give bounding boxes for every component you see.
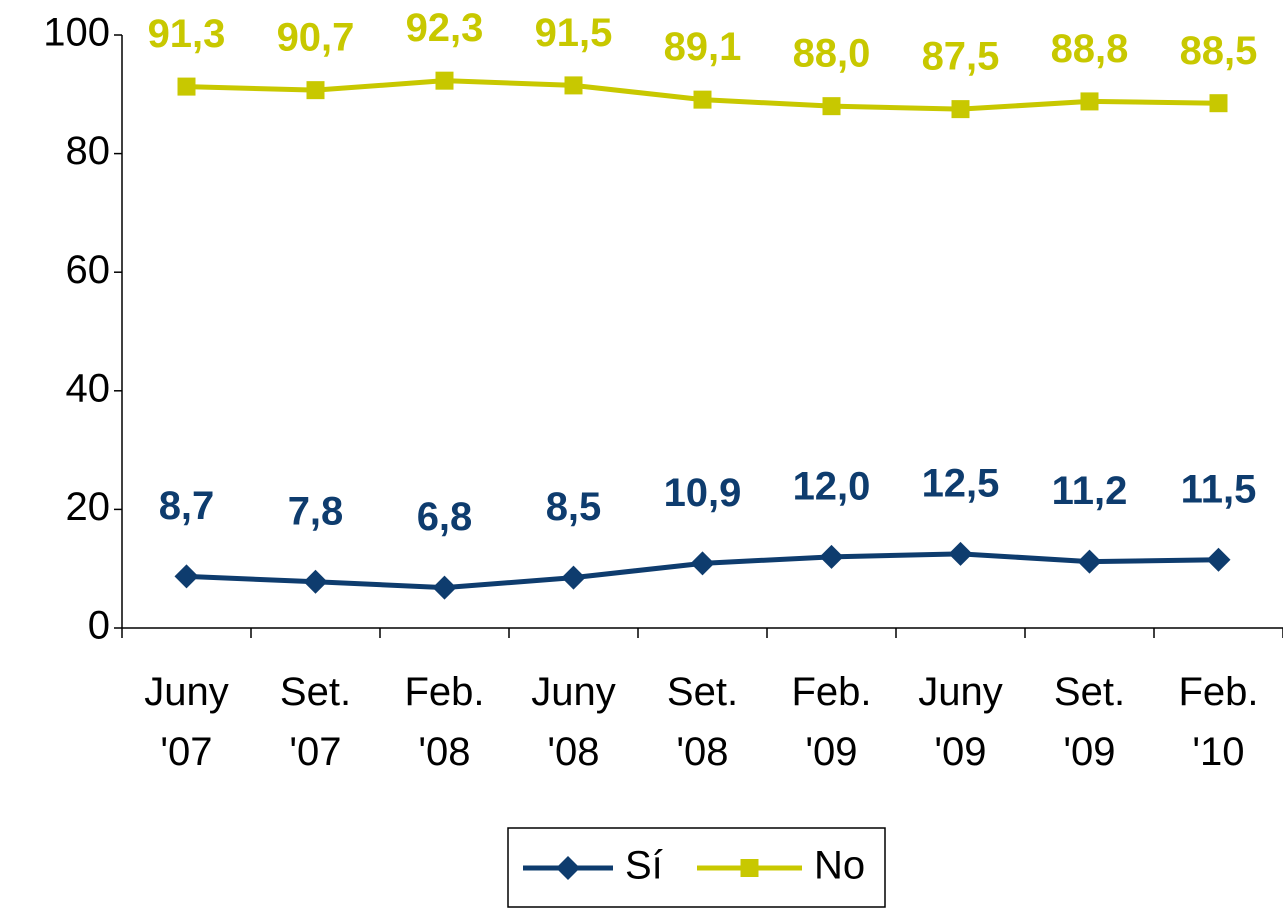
y-tick-label: 80 xyxy=(66,129,111,173)
marker xyxy=(564,76,583,95)
y-tick-label: 40 xyxy=(66,366,111,410)
value-label: 8,7 xyxy=(159,484,215,528)
x-tick-label: Juny '08 xyxy=(531,670,616,774)
marker xyxy=(1206,547,1231,572)
marker xyxy=(740,859,759,877)
value-label: 88,5 xyxy=(1180,29,1258,73)
marker xyxy=(432,575,457,600)
marker xyxy=(306,81,325,100)
value-label: 92,3 xyxy=(406,6,484,50)
marker xyxy=(948,541,973,566)
y-tick-label: 60 xyxy=(66,248,111,292)
y-tick-label: 0 xyxy=(88,604,110,648)
marker xyxy=(1209,94,1228,113)
value-label: 90,7 xyxy=(277,16,355,60)
marker xyxy=(561,565,586,590)
value-label: 7,8 xyxy=(288,489,344,533)
value-label: 12,5 xyxy=(922,461,1000,505)
marker xyxy=(177,77,196,96)
value-label: 91,5 xyxy=(535,11,613,55)
marker xyxy=(1077,549,1102,574)
marker xyxy=(435,71,454,90)
x-tick-label: Set. '09 xyxy=(1054,670,1125,774)
marker xyxy=(822,97,841,116)
x-tick-label: Set. '08 xyxy=(667,670,738,774)
value-label: 12,0 xyxy=(793,464,871,508)
value-label: 91,3 xyxy=(148,12,226,56)
marker xyxy=(1080,92,1099,111)
value-label: 10,9 xyxy=(664,471,742,515)
value-label: 8,5 xyxy=(546,485,602,529)
x-tick-label: Feb. '08 xyxy=(404,670,484,774)
x-tick-label: Feb. '10 xyxy=(1178,670,1258,774)
marker xyxy=(303,569,328,594)
legend-label: No xyxy=(814,844,865,888)
value-label: 6,8 xyxy=(417,495,473,539)
marker xyxy=(174,564,199,589)
value-label: 11,2 xyxy=(1052,469,1128,513)
y-tick-label: 100 xyxy=(43,11,110,55)
legend-label: Sí xyxy=(625,844,663,888)
value-label: 87,5 xyxy=(922,35,1000,79)
marker xyxy=(951,100,970,119)
value-label: 88,0 xyxy=(793,32,871,76)
value-label: 11,5 xyxy=(1181,467,1257,511)
x-tick-label: Set. '07 xyxy=(280,670,351,774)
marker xyxy=(693,90,712,109)
marker xyxy=(690,551,715,576)
marker xyxy=(819,544,844,569)
x-tick-label: Juny '09 xyxy=(918,670,1003,774)
x-tick-label: Feb. '09 xyxy=(791,670,871,774)
x-tick-label: Juny '07 xyxy=(144,670,229,774)
value-label: 89,1 xyxy=(664,25,742,69)
y-tick-label: 20 xyxy=(66,485,111,529)
value-label: 88,8 xyxy=(1051,27,1129,71)
marker xyxy=(556,856,580,880)
